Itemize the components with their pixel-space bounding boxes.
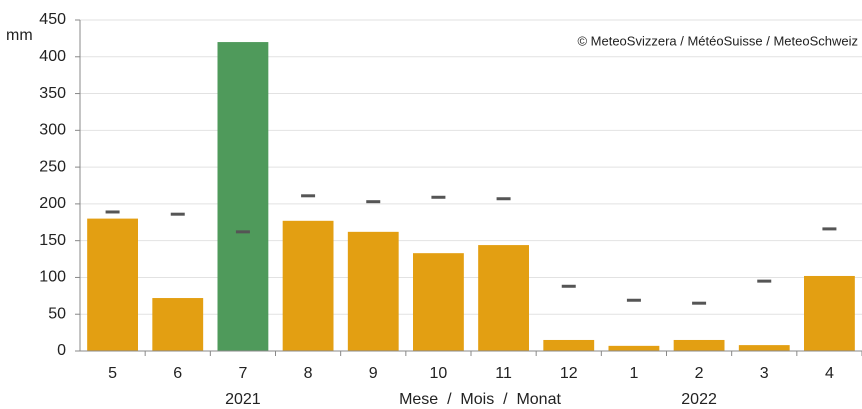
y-tick-label: 200 xyxy=(39,195,66,212)
x-tick-label: 4 xyxy=(825,365,834,382)
x-tick-label: 10 xyxy=(430,365,448,382)
x-axis-title: Mese / Mois / Monat xyxy=(399,391,561,408)
year-label: 2021 xyxy=(225,391,261,408)
bar xyxy=(87,218,138,351)
x-tick-label: 11 xyxy=(495,365,512,382)
bar xyxy=(738,345,790,351)
y-unit: mm xyxy=(6,27,33,44)
x-tick-label: 3 xyxy=(760,365,769,382)
bar xyxy=(347,231,399,351)
bar xyxy=(152,298,204,351)
bar xyxy=(543,339,595,351)
bar xyxy=(413,253,464,351)
x-tick-label: 1 xyxy=(629,365,638,382)
x-tick-label: 12 xyxy=(560,365,578,382)
y-tick-label: 150 xyxy=(39,232,66,249)
bar xyxy=(478,245,529,351)
copyright: © MeteoSvizzera / MétéoSuisse / MeteoSch… xyxy=(577,33,858,48)
y-tick-label: 300 xyxy=(39,122,66,139)
y-tick-label: 350 xyxy=(39,85,66,102)
y-tick-label: 250 xyxy=(39,158,66,175)
y-tick-label: 100 xyxy=(39,269,66,286)
x-tick-label: 7 xyxy=(238,365,247,382)
y-tick-label: 0 xyxy=(57,342,66,359)
x-tick-label: 6 xyxy=(173,365,182,382)
x-tick-label: 8 xyxy=(304,365,313,382)
bar xyxy=(217,42,269,352)
x-tick-label: 2 xyxy=(695,365,704,382)
x-tick-label: 5 xyxy=(108,365,117,382)
y-tick-label: 400 xyxy=(39,48,66,65)
bar xyxy=(608,345,660,351)
bar xyxy=(282,220,334,351)
y-tick-label: 50 xyxy=(48,305,66,322)
y-tick-label: 450 xyxy=(39,11,66,28)
bar xyxy=(804,275,855,351)
year-label: 2022 xyxy=(681,391,717,408)
x-tick-label: 9 xyxy=(369,365,378,382)
bar xyxy=(673,339,725,351)
